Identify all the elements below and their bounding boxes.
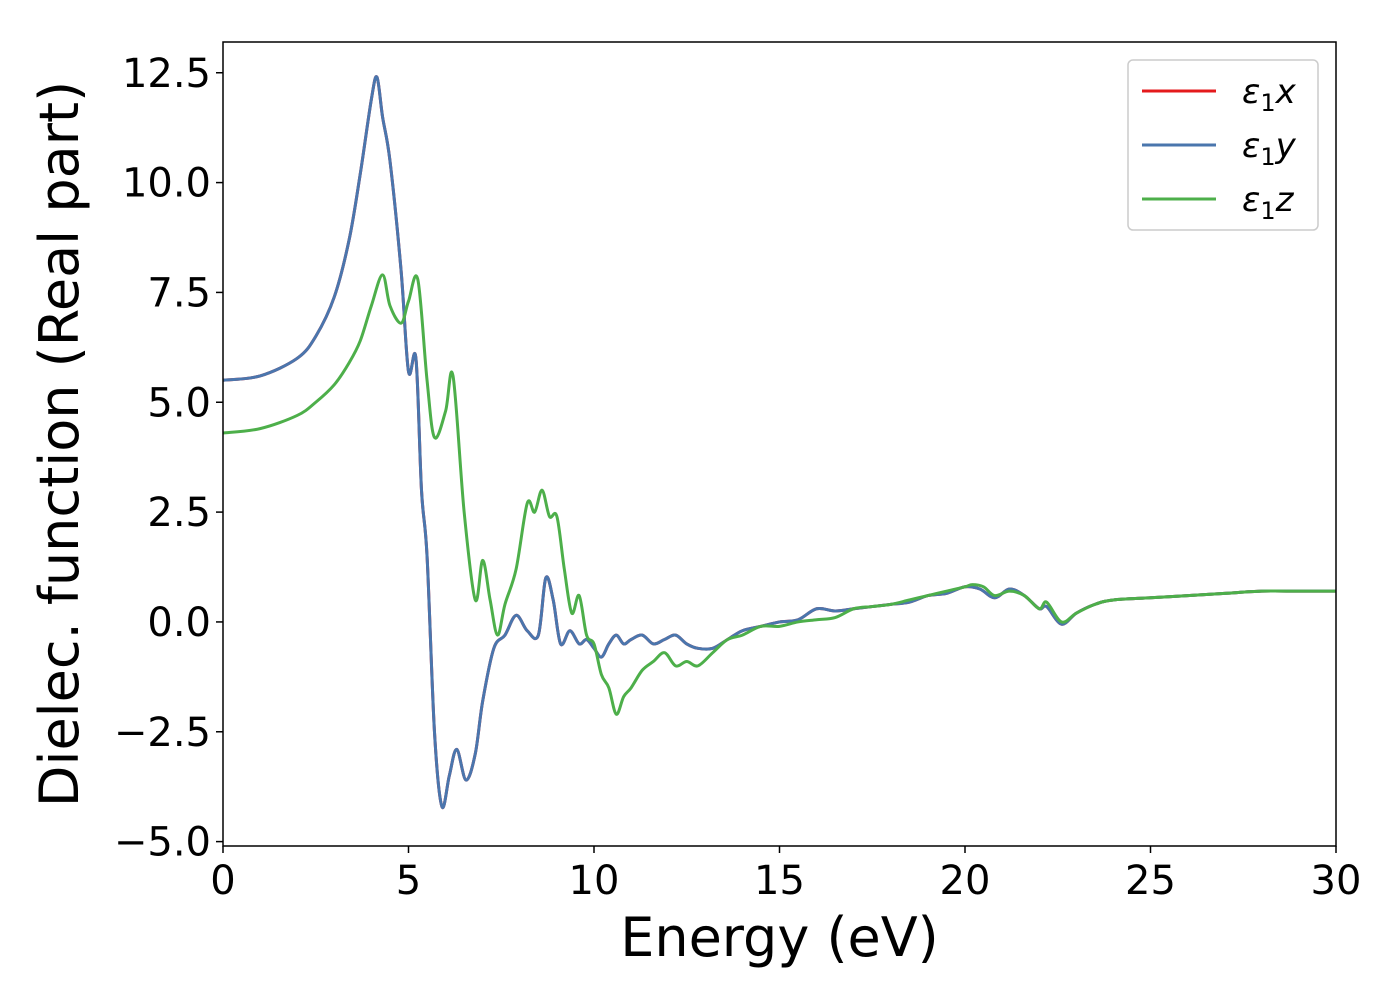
y-axis-label: Dielec. function (Real part) [28,81,91,807]
x-axis: 0 5 10 15 20 25 30 [210,846,1361,904]
y-tick-label: 5.0 [147,380,211,426]
x-tick-label: 5 [396,858,421,904]
x-tick-label: 10 [569,858,620,904]
y-tick-label: 0.0 [147,600,211,646]
legend-box [1127,59,1319,231]
legend: ε1x ε1y ε1z [1127,59,1319,231]
series-layer [223,75,1336,810]
y-tick-label: 10.0 [122,161,211,207]
y-tick-label: −2.5 [114,710,211,756]
legend-label-z: ε1z [1242,180,1295,225]
y-tick-label: 12.5 [122,51,211,97]
legend-label-y: ε1y [1242,126,1297,171]
series-line-y [223,75,1336,810]
x-tick-label: 0 [210,858,235,904]
x-axis-label: Energy (eV) [620,906,939,969]
x-tick-label: 20 [940,858,991,904]
x-tick-label: 30 [1311,858,1362,904]
legend-label-x: ε1x [1242,72,1297,117]
y-tick-label: −5.0 [114,820,211,866]
y-tick-label: 2.5 [147,490,211,536]
series-line-z [223,273,1336,716]
x-tick-label: 25 [1125,858,1176,904]
y-axis: −5.0 −2.5 0.0 2.5 5.0 7.5 10.0 12.5 [114,51,223,866]
x-tick-label: 15 [754,858,805,904]
y-tick-label: 7.5 [147,270,211,316]
